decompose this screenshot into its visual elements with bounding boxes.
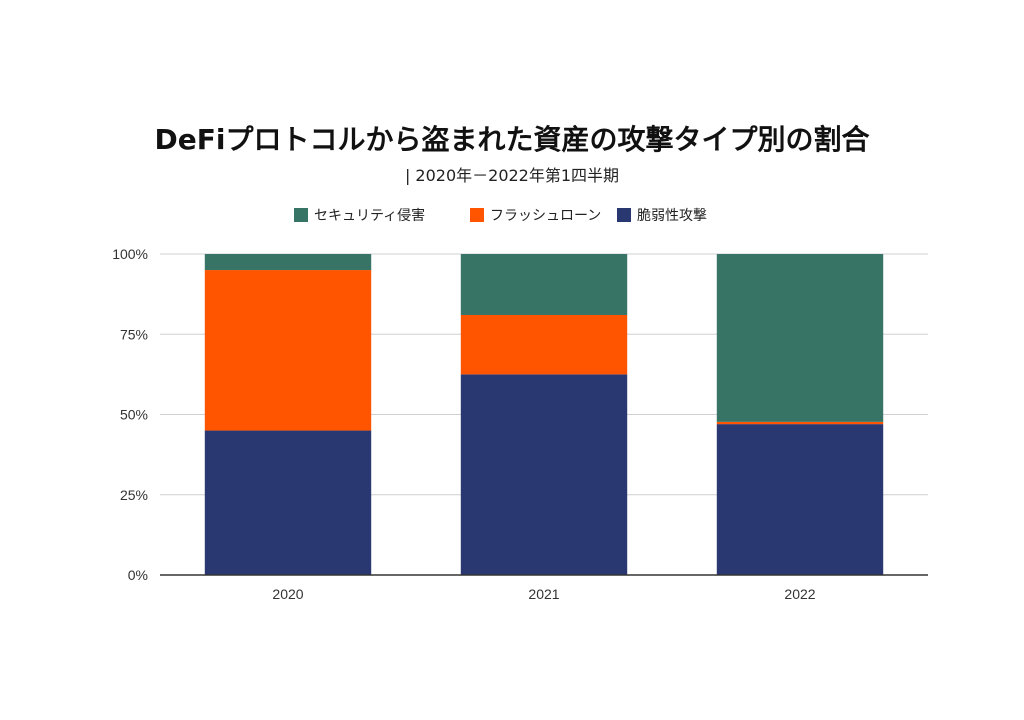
legend-swatch-security-breach [294,208,308,222]
legend: セキュリティ侵害 フラッシュローン 脆弱性攻撃 [0,205,1024,225]
y-tick-label: 75% [120,326,148,342]
x-tick-label: 2022 [784,586,815,602]
legend-item-security-breach: セキュリティ侵害 [294,205,425,225]
chart-title: DeFiプロトコルから盗まれた資産の攻撃タイプ別の割合 [154,123,870,156]
bar-segment-2020-1 [204,270,372,431]
y-tick-label: 100% [112,246,148,262]
y-tick-label: 25% [120,487,148,503]
x-tick-label: 2021 [528,586,559,602]
legend-item-vulnerability: 脆弱性攻撃 [617,205,707,225]
bar-segment-2021-0 [460,374,628,575]
bar-segment-2021-2 [460,254,628,315]
chart-subtitle: | 2020年－2022年第1四半期 [404,166,620,185]
bar-segment-2020-0 [204,430,372,575]
bar-segment-2022-1 [716,421,884,425]
y-tick-label: 50% [120,407,148,423]
legend-swatch-flash-loan [470,208,484,222]
legend-item-flash-loan: フラッシュローン [470,205,601,225]
legend-label-flash-loan: フラッシュローン [490,208,602,224]
bar-segment-2020-2 [204,254,372,271]
bar-segment-2022-0 [716,424,884,575]
x-tick-label: 2020 [272,586,303,602]
bar-segment-2022-2 [716,254,884,422]
legend-label-vulnerability: 脆弱性攻撃 [637,208,707,224]
y-tick-label: 0% [128,567,148,583]
bar-segment-2021-1 [460,314,628,375]
legend-swatch-vulnerability [617,208,631,222]
legend-label-security-breach: セキュリティ侵害 [314,208,426,224]
